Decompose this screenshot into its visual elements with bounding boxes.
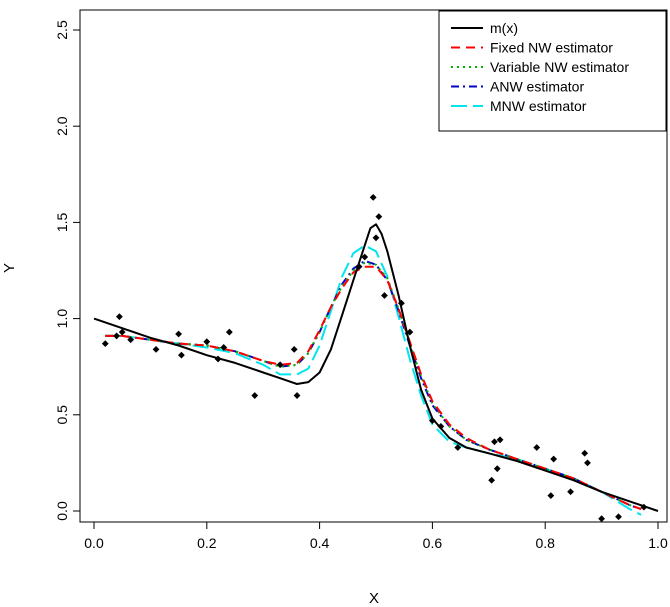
- y-axis-title: Y: [1, 263, 18, 273]
- series-line-3: [105, 259, 642, 511]
- data-point: [533, 444, 541, 451]
- data-point: [203, 338, 211, 346]
- data-point: [175, 330, 182, 338]
- data-point: [493, 465, 501, 473]
- legend-label-4: MNW estimator: [490, 98, 587, 114]
- y-tick-label: 2.5: [54, 20, 70, 40]
- legend-label-0: m(x): [490, 20, 518, 36]
- data-point: [406, 328, 414, 336]
- y-tick-label: 0.5: [54, 405, 70, 425]
- data-point: [152, 345, 160, 353]
- y-tick-label: 2.0: [54, 116, 70, 136]
- series-line-1: [105, 265, 642, 511]
- data-point: [584, 459, 591, 467]
- data-point: [491, 438, 498, 446]
- series-line-0: [93, 223, 659, 512]
- legend-box: [438, 10, 667, 132]
- data-point: [372, 234, 380, 242]
- data-point: [547, 492, 555, 500]
- x-tick-label: 0.4: [310, 535, 330, 551]
- data-point: [290, 345, 298, 353]
- data-point: [113, 332, 120, 340]
- plot-frame: [79, 9, 668, 523]
- series-line-4: [105, 244, 642, 516]
- data-point: [251, 392, 259, 399]
- data-point: [293, 392, 301, 399]
- legend-label-3: ANW estimator: [490, 79, 584, 95]
- data-point: [381, 292, 388, 299]
- data-point: [567, 488, 574, 496]
- data-point: [375, 213, 383, 221]
- data-point: [615, 513, 622, 521]
- series-line-2: [105, 261, 642, 511]
- data-point: [115, 313, 123, 321]
- data-point: [220, 344, 228, 351]
- data-point: [488, 476, 496, 484]
- legend: m(x) Fixed NW estimator Variable NW estima…: [438, 10, 667, 132]
- x-axis-title: X: [369, 590, 379, 607]
- legend-label-2: Variable NW estimator: [490, 59, 629, 75]
- legend-label-1: Fixed NW estimator: [490, 40, 613, 56]
- data-point: [178, 351, 185, 359]
- data-point: [581, 449, 589, 457]
- data-point: [437, 422, 445, 430]
- data-point: [454, 444, 462, 451]
- y-tick-label: 0.0: [54, 501, 70, 521]
- x-tick-label: 0.2: [197, 535, 217, 551]
- y-tick-label: 1.0: [54, 309, 70, 329]
- data-point: [496, 436, 504, 444]
- x-tick-label: 0.8: [535, 535, 555, 551]
- y-axis: 0.0 0.5 1.0 1.5 2.0 2.5: [54, 20, 80, 521]
- data-point: [640, 503, 648, 511]
- data-point: [214, 355, 222, 363]
- x-tick-label: 0.6: [423, 535, 443, 551]
- data-point: [397, 299, 405, 307]
- data-point: [429, 417, 436, 424]
- data-point: [355, 263, 363, 271]
- data-point: [550, 455, 558, 463]
- series-layer: [93, 223, 659, 516]
- data-point: [598, 515, 605, 523]
- y-tick-label: 1.5: [54, 212, 70, 232]
- x-tick-label: 0.0: [84, 535, 104, 551]
- data-point: [225, 328, 233, 336]
- points-layer: [101, 193, 648, 523]
- data-point: [361, 253, 369, 261]
- data-point: [101, 340, 109, 348]
- data-point: [276, 361, 284, 369]
- x-axis: 0.0 0.2 0.4 0.6 0.8 1.0: [84, 522, 668, 551]
- data-point: [369, 193, 377, 201]
- data-point: [118, 328, 126, 336]
- data-point: [127, 336, 135, 344]
- x-tick-label: 1.0: [648, 535, 668, 551]
